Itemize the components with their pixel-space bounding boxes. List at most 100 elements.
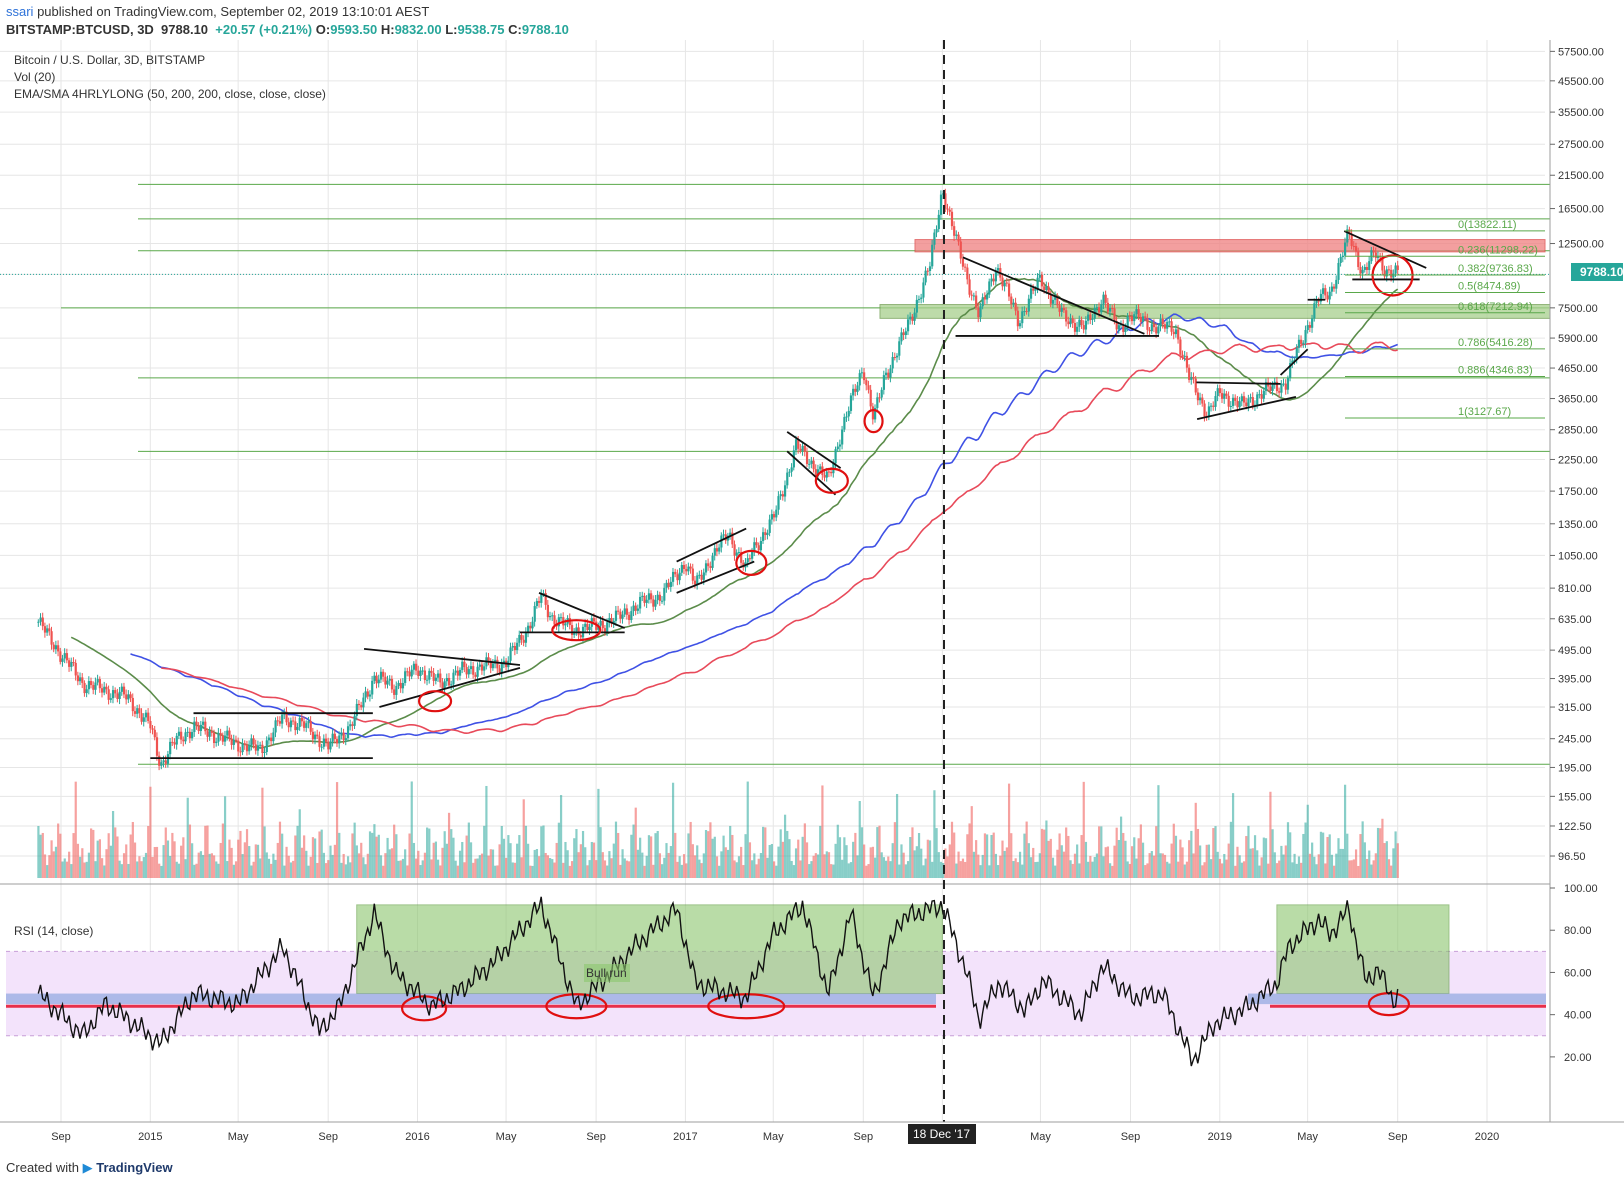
candle-body	[401, 682, 405, 689]
volume-bar	[92, 829, 95, 878]
rsi-marker-circle	[545, 993, 608, 1020]
candle-body	[783, 485, 787, 497]
candle-body	[625, 608, 629, 615]
rsi-marker-circle	[707, 993, 786, 1020]
candle-body	[1387, 269, 1391, 271]
price-axis-background	[1550, 40, 1624, 1158]
candle-body	[1047, 286, 1050, 294]
volume-bar	[1058, 833, 1061, 878]
volume-bar	[72, 833, 75, 878]
candle-body	[977, 307, 980, 318]
candle-body	[937, 214, 940, 230]
volume-bar	[687, 833, 690, 878]
candle-body	[502, 660, 506, 664]
candle-body	[419, 670, 422, 676]
volume-bar	[274, 859, 277, 878]
tradingview-brand[interactable]: TradingView	[96, 1160, 173, 1175]
candle-body	[133, 711, 137, 714]
volume-bar	[757, 858, 760, 878]
volume-bar	[520, 857, 523, 878]
volume-bar	[753, 853, 756, 878]
candle-body	[1201, 397, 1204, 404]
candle-body	[540, 594, 543, 603]
volume-bar	[1293, 853, 1296, 878]
volume-bar	[628, 861, 631, 878]
volume-bar	[1056, 849, 1059, 878]
volume-bar	[74, 781, 77, 878]
volume-bar	[1003, 850, 1006, 878]
candle-body	[239, 751, 242, 753]
candle-body	[1032, 288, 1035, 291]
volume-bar	[584, 847, 587, 878]
volume-bar	[1141, 842, 1145, 878]
candle-body	[1104, 294, 1107, 303]
candle-body	[920, 297, 923, 299]
candle-body	[898, 341, 901, 356]
candle-body	[474, 674, 477, 677]
candle-body	[518, 634, 521, 643]
volume-bar	[1267, 863, 1270, 878]
volume-bar	[314, 838, 317, 878]
rsi-panel[interactable]	[0, 883, 1624, 1037]
candle-body	[327, 741, 330, 750]
candle-body	[887, 372, 890, 378]
volume-bar	[384, 853, 387, 878]
volume-bar	[1152, 855, 1156, 878]
candle-body	[415, 663, 418, 671]
volume-bar	[1038, 853, 1041, 878]
candle-body	[1199, 397, 1202, 401]
volume-bar	[406, 865, 409, 878]
candle-body	[353, 715, 356, 726]
volume-bar	[610, 858, 613, 878]
candle-body	[709, 566, 712, 568]
volume-bar	[111, 811, 115, 878]
candle-body	[357, 703, 361, 706]
candle-body	[1242, 396, 1246, 403]
volume-bar	[294, 835, 297, 878]
volume-bar	[1139, 824, 1142, 878]
time-tick-label: May	[1297, 1131, 1318, 1143]
candle-body	[636, 608, 640, 611]
candle-body	[87, 681, 91, 690]
candle-body	[100, 688, 104, 693]
price-tick-label: 315.00	[1558, 702, 1592, 714]
volume-bar	[439, 865, 442, 878]
price-chart[interactable]: 0(13822.11) 0.236(11298.22) 0.382(9736.83)…	[0, 40, 1624, 1158]
volume-bar	[1192, 853, 1195, 878]
candle-body	[667, 582, 670, 587]
candle-body	[983, 297, 987, 300]
volume-bar	[1286, 822, 1290, 878]
candle-body	[65, 653, 69, 661]
volume-bar	[522, 799, 525, 878]
volume-bar	[632, 824, 635, 878]
volume-bar	[1069, 860, 1072, 878]
candle-body	[199, 724, 203, 731]
candle-body	[1231, 397, 1235, 406]
candle-body	[1365, 267, 1369, 270]
candle-body	[296, 726, 299, 731]
volume-bar	[994, 853, 998, 878]
candle-body	[1203, 403, 1206, 417]
volume-bar	[1392, 848, 1395, 878]
volume-bar	[805, 842, 809, 878]
volume-bar	[1253, 835, 1257, 878]
volume-bar	[704, 830, 708, 878]
candle-body	[841, 429, 844, 445]
volume-bar	[1387, 859, 1391, 878]
candle-body	[645, 599, 648, 603]
volume-bar	[1185, 861, 1189, 878]
volume-bar	[1341, 848, 1344, 878]
candle-body	[245, 744, 249, 752]
volume-bar	[395, 834, 398, 878]
candle-body	[1383, 270, 1386, 277]
candle-body	[731, 532, 734, 545]
volume-bar	[1260, 857, 1263, 878]
publisher-name[interactable]: ssari	[6, 4, 34, 19]
price-zones	[879, 239, 1551, 319]
candle-body	[619, 611, 622, 619]
candle-body	[480, 664, 484, 671]
volume-bar	[43, 854, 47, 878]
candle-body	[1133, 314, 1136, 322]
candle-body	[535, 600, 539, 607]
volume-bar	[1357, 865, 1360, 878]
